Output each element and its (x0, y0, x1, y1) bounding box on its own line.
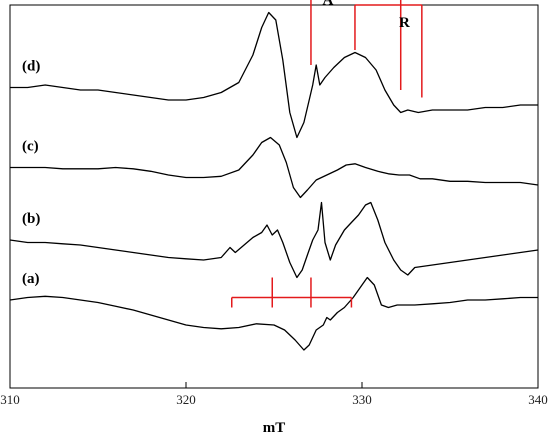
trace-label: (d) (22, 59, 40, 75)
trace-label: (a) (22, 271, 40, 287)
x-tick-label: 310 (0, 392, 20, 407)
series-line-2 (10, 136, 539, 199)
x-tick-label: 320 (176, 392, 196, 407)
series-line-3 (10, 11, 538, 139)
trace-labels: (a) (b) (c) (d) (22, 59, 40, 288)
x-tick-label: 330 (352, 392, 372, 407)
x-tick-label: 340 (528, 392, 548, 407)
annotation-label: R (399, 15, 410, 31)
trace-label: (b) (22, 211, 40, 227)
spectra-traces (9, 11, 539, 351)
trace-label: (c) (22, 139, 39, 155)
annotations: AR (231, 0, 423, 308)
plot-frame (9, 4, 539, 389)
x-axis-title: mT (263, 420, 286, 436)
series-line-1 (9, 201, 539, 279)
series-line-0 (9, 276, 538, 351)
annotation-label: A (323, 0, 334, 9)
x-ticks: 310 320 330 340 (0, 382, 548, 407)
